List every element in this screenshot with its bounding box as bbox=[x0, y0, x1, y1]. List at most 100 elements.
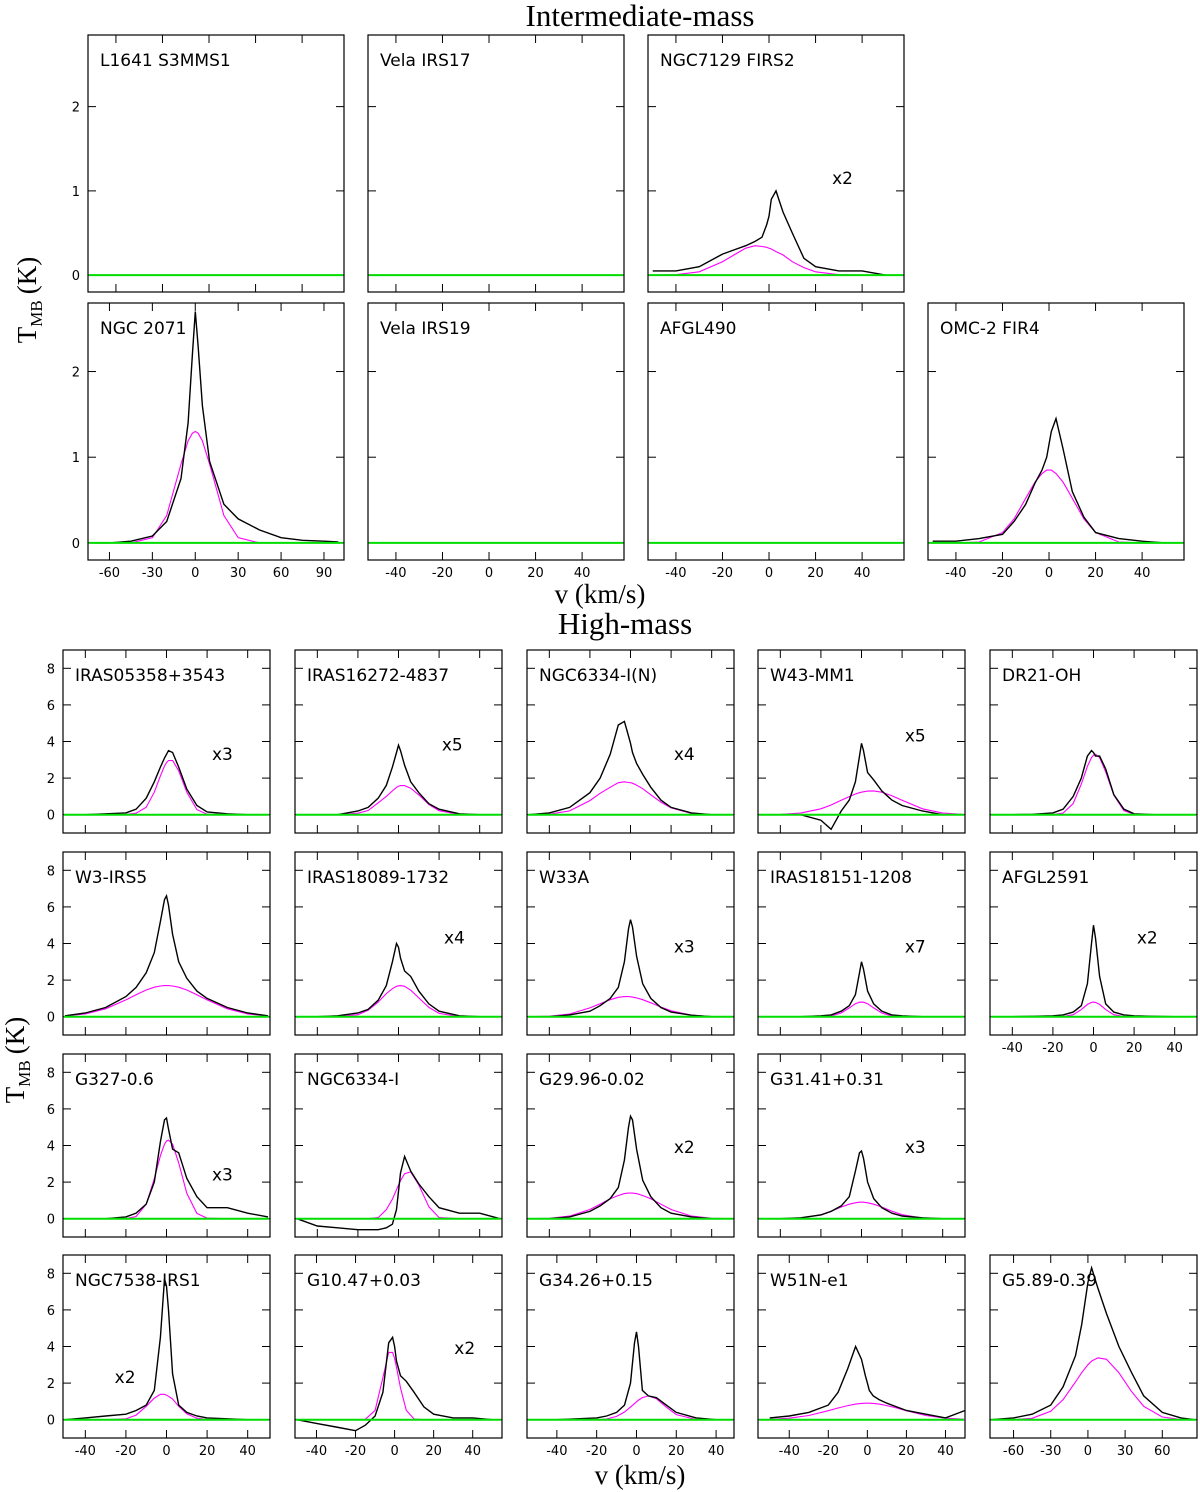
y-label-symbol: T bbox=[12, 326, 42, 343]
x-tick-label: 20 bbox=[668, 1444, 685, 1459]
panel: G31.41+0.31 x3 bbox=[757, 1053, 966, 1238]
spectrum-line bbox=[537, 1331, 726, 1421]
panel: -60 -30 0 30 60 G5.89-0.39 bbox=[989, 1254, 1198, 1459]
y-label-symbol: T bbox=[0, 1086, 30, 1103]
panel-title: G327-0.6 bbox=[75, 1070, 154, 1090]
panel: NGC6334-I(N) x4 bbox=[526, 649, 735, 834]
panel-title: IRAS05358+3543 bbox=[75, 666, 225, 686]
panel-title: NGC7129 FIRS2 bbox=[660, 51, 795, 71]
x-tick-label: -40 bbox=[779, 1444, 800, 1459]
x-tick-label: 40 bbox=[1134, 566, 1151, 581]
scale-annotation: x3 bbox=[905, 1138, 926, 1158]
y-tick-label: 0 bbox=[72, 269, 80, 284]
x-tick-label: -20 bbox=[115, 1444, 136, 1459]
panel: W43-MM1 x5 bbox=[757, 649, 966, 834]
x-tick-label: -20 bbox=[1042, 1041, 1063, 1056]
panel-frame bbox=[87, 302, 345, 561]
panel-title: NGC 2071 bbox=[100, 319, 186, 339]
panel-title: W43-MM1 bbox=[770, 666, 855, 686]
x-tick-label: -20 bbox=[345, 1444, 366, 1459]
x-tick-label: 0 bbox=[191, 566, 199, 581]
panel-title: OMC-2 FIR4 bbox=[940, 319, 1040, 339]
x-tick-label: -20 bbox=[586, 1444, 607, 1459]
y-tick-label: 4 bbox=[47, 1341, 55, 1356]
x-tick-label: -40 bbox=[306, 1444, 327, 1459]
spectrum-line bbox=[529, 1114, 732, 1220]
y-tick-label: 2 bbox=[47, 1176, 55, 1191]
x-tick-label: -30 bbox=[142, 566, 163, 581]
x-tick-label: 20 bbox=[1126, 1041, 1143, 1056]
x-tick-label: -20 bbox=[712, 566, 733, 581]
y-tick-label: 4 bbox=[47, 736, 55, 751]
panel: 0 2 4 6 8 G327-0.6 x3 bbox=[47, 1053, 271, 1238]
scale-annotation: x2 bbox=[674, 1138, 695, 1158]
spectrum-line bbox=[297, 785, 500, 816]
panel: -40 -20 0 20 40 AFGL490 bbox=[647, 302, 905, 581]
x-tick-label: 0 bbox=[632, 1444, 640, 1459]
spectrum-line bbox=[991, 1357, 1195, 1421]
spectrum-line bbox=[64, 893, 269, 1017]
panel: -40 -20 0 20 40 Vela IRS19 bbox=[367, 302, 625, 581]
panel-title: G5.89-0.39 bbox=[1002, 1271, 1097, 1291]
x-tick-label: 90 bbox=[316, 566, 333, 581]
spectrum-line bbox=[297, 742, 500, 816]
scale-annotation: x4 bbox=[444, 929, 465, 949]
y-tick-label: 1 bbox=[72, 451, 80, 466]
y-tick-label: 0 bbox=[47, 1414, 55, 1429]
panel: -40 -20 0 20 40 G34.26+0.15 bbox=[526, 1254, 735, 1459]
y-tick-label: 6 bbox=[47, 699, 55, 714]
panel-title: G10.47+0.03 bbox=[307, 1271, 421, 1291]
spectrum-line bbox=[528, 996, 733, 1018]
x-tick-label: 20 bbox=[807, 566, 824, 581]
y-tick-label: 2 bbox=[47, 974, 55, 989]
x-tick-label: 20 bbox=[425, 1444, 442, 1459]
y-axis-label: TMB (K) bbox=[0, 1017, 34, 1103]
x-tick-label: 40 bbox=[854, 566, 871, 581]
spectrum-line bbox=[652, 189, 886, 276]
panel: -40 -20 0 20 40 G10.47+0.03 x2 bbox=[294, 1254, 503, 1459]
panel-title: NGC6334-I(N) bbox=[539, 666, 657, 686]
x-tick-label: -20 bbox=[818, 1444, 839, 1459]
spectrum-line bbox=[991, 1265, 1195, 1421]
spectrum-line bbox=[64, 1278, 268, 1421]
y-tick-label: 1 bbox=[72, 185, 80, 200]
spectrum-line bbox=[297, 985, 500, 1018]
spectrum-line bbox=[297, 941, 500, 1018]
spectrum-line bbox=[296, 1154, 501, 1231]
x-tick-label: 20 bbox=[1087, 566, 1104, 581]
y-tick-label: 6 bbox=[47, 1304, 55, 1319]
panel: NGC6334-I bbox=[294, 1053, 503, 1238]
panel: Vela IRS17 bbox=[367, 34, 625, 293]
x-tick-label: -20 bbox=[432, 566, 453, 581]
scale-annotation: x3 bbox=[212, 745, 233, 765]
panel-title: AFGL490 bbox=[660, 319, 737, 339]
x-tick-label: -40 bbox=[945, 566, 966, 581]
y-label-subscript: MB bbox=[27, 300, 46, 326]
panel-title: NGC7538-IRS1 bbox=[75, 1271, 201, 1291]
y-label-subscript: MB bbox=[15, 1060, 34, 1086]
panel: NGC7129 FIRS2 x2 bbox=[647, 34, 905, 293]
panel: 0 1 2 -60 -30 0 30 60 90 NGC 2071 bbox=[72, 302, 345, 581]
scale-annotation: x2 bbox=[115, 1368, 136, 1388]
x-tick-label: -40 bbox=[75, 1444, 96, 1459]
x-tick-label: -40 bbox=[1002, 1041, 1023, 1056]
panel-title: IRAS18089-1732 bbox=[307, 868, 449, 888]
x-tick-label: -40 bbox=[665, 566, 686, 581]
spectrum-line bbox=[529, 919, 732, 1018]
scale-annotation: x5 bbox=[442, 736, 463, 756]
x-tick-label: 20 bbox=[199, 1444, 216, 1459]
scale-annotation: x2 bbox=[832, 169, 853, 189]
panel: IRAS18151-1208 x7 bbox=[757, 851, 966, 1036]
spectrum-line bbox=[759, 790, 964, 816]
scale-annotation: x4 bbox=[674, 745, 695, 765]
panel: -40 -20 0 20 40 AFGL2591 x2 bbox=[989, 851, 1198, 1056]
panel-title: G34.26+0.15 bbox=[539, 1271, 653, 1291]
x-tick-label: 40 bbox=[937, 1444, 954, 1459]
panel-title: G31.41+0.31 bbox=[770, 1070, 884, 1090]
scale-annotation: x2 bbox=[1137, 929, 1158, 949]
scale-annotation: x7 bbox=[905, 938, 926, 958]
x-tick-label: 0 bbox=[162, 1444, 170, 1459]
x-tick-label: -40 bbox=[546, 1444, 567, 1459]
